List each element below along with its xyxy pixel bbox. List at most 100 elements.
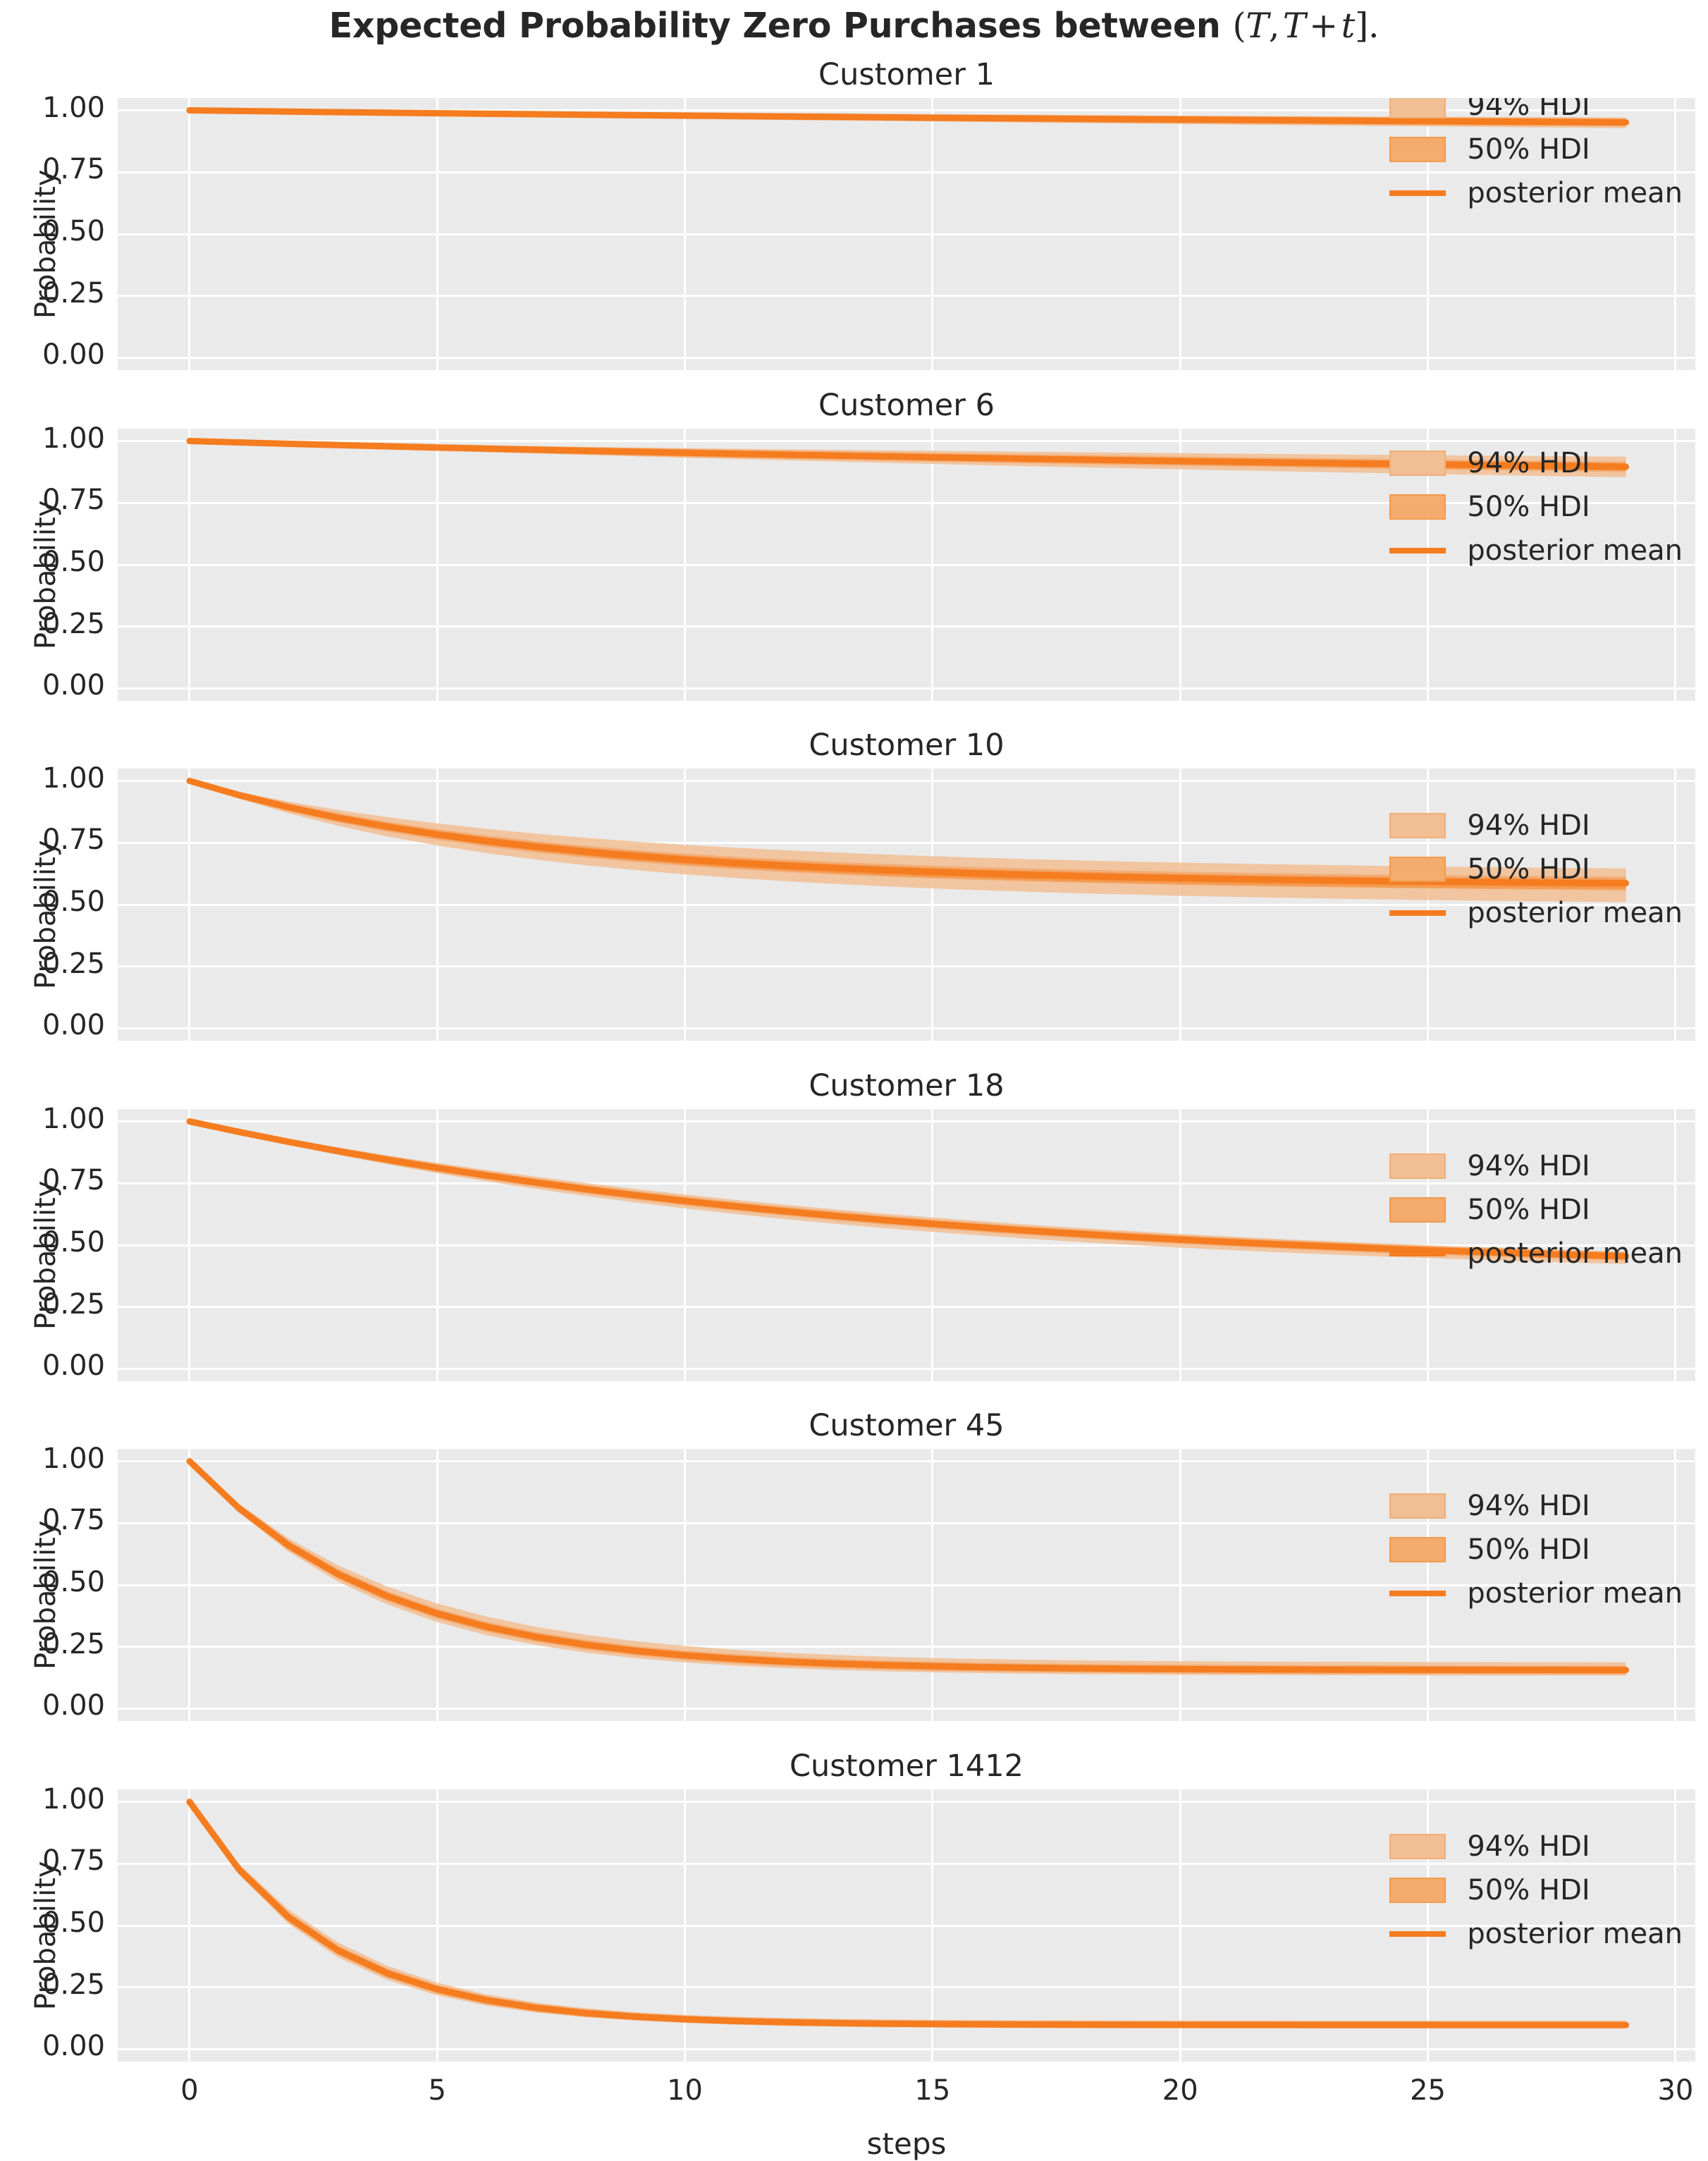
y-tick-label: 1.00	[42, 1102, 105, 1135]
legend-item[interactable]: posterior mean	[1388, 891, 1683, 935]
legend-swatch-hdi94	[1389, 813, 1446, 838]
posterior-curves	[186, 1118, 1630, 1264]
plot-area: 94% HDI 50% HDI posterior mean	[118, 769, 1695, 1041]
gridline-horizontal	[118, 1646, 1695, 1648]
plot-area: 94% HDI 50% HDI posterior mean	[118, 1449, 1695, 1721]
y-tick-label: 0.00	[42, 2030, 105, 2063]
legend-item[interactable]: posterior mean	[1388, 1232, 1683, 1275]
legend-key-patch	[1388, 98, 1447, 128]
y-axis-label: Probability	[30, 1180, 62, 1330]
y-axis-label: Probability	[30, 169, 62, 319]
legend-item[interactable]: 94% HDI	[1388, 1484, 1683, 1528]
gridline-horizontal	[118, 295, 1695, 298]
gridline-horizontal	[118, 1120, 1695, 1123]
legend-key-patch	[1388, 847, 1447, 891]
legend-item[interactable]: 94% HDI	[1388, 1144, 1683, 1188]
legend-key-patch	[1388, 1484, 1447, 1528]
y-tick-label: 1.00	[42, 1782, 105, 1816]
legend: 94% HDI 50% HDI posterior mean	[1388, 1484, 1683, 1615]
gridline-horizontal	[118, 1367, 1695, 1370]
legend-key-line	[1388, 529, 1447, 573]
legend-swatch-hdi50	[1389, 1878, 1446, 1903]
legend-swatch-hdi50	[1389, 494, 1446, 520]
legend-item[interactable]: 94% HDI	[1388, 1825, 1683, 1868]
posterior-mean-line	[186, 778, 1630, 887]
legend-label: 50% HDI	[1467, 1194, 1590, 1226]
gridline-horizontal	[118, 1244, 1695, 1247]
gridline-horizontal	[118, 501, 1695, 504]
y-tick-label: 0.25	[42, 947, 105, 980]
y-tick-label: 1.00	[42, 761, 105, 795]
gridline-horizontal	[118, 233, 1695, 235]
legend-label: 94% HDI	[1467, 1150, 1590, 1182]
gridline-horizontal	[118, 1460, 1695, 1463]
legend-item[interactable]: posterior mean	[1388, 1912, 1683, 1956]
posterior-curves	[186, 778, 1630, 902]
legend-item[interactable]: 50% HDI	[1388, 1188, 1683, 1232]
legend-swatch-hdi50	[1389, 857, 1446, 882]
y-tick-label: 0.25	[42, 276, 105, 310]
subplot-title: Customer 1	[818, 57, 995, 92]
x-tick-label: 5	[428, 2074, 446, 2107]
y-axis-label: Probability	[30, 500, 62, 649]
legend-item[interactable]: 50% HDI	[1388, 128, 1683, 171]
y-tick-label: 1.00	[42, 1442, 105, 1475]
plot-area: 94% HDI 50% HDI posterior mean	[118, 1789, 1695, 2062]
y-tick-label: 0.75	[42, 484, 105, 517]
legend-item[interactable]: posterior mean	[1388, 1572, 1683, 1615]
y-tick-label: 1.00	[42, 422, 105, 455]
legend-item[interactable]: 94% HDI	[1388, 804, 1683, 847]
legend-swatch-hdi94	[1389, 1153, 1446, 1179]
legend-item[interactable]: 50% HDI	[1388, 1868, 1683, 1912]
posterior-mean-line	[186, 107, 1630, 126]
legend-item[interactable]: 50% HDI	[1388, 1528, 1683, 1572]
legend-label: 50% HDI	[1467, 1874, 1590, 1906]
legend-label: posterior mean	[1467, 1918, 1683, 1950]
plot-area: 94% HDI 50% HDI posterior mean	[118, 98, 1695, 370]
legend-label: 94% HDI	[1467, 98, 1590, 122]
legend-label: 50% HDI	[1467, 1533, 1590, 1566]
suptitle-text: Expected Probability Zero Purchases betw…	[328, 6, 1233, 46]
legend-item[interactable]: 50% HDI	[1388, 847, 1683, 891]
legend-item[interactable]: posterior mean	[1388, 529, 1683, 573]
x-tick-label: 30	[1657, 2074, 1694, 2107]
y-tick-label: 0.25	[42, 1968, 105, 2001]
legend-swatch-line	[1389, 548, 1446, 553]
plot-area: 94% HDI 50% HDI posterior mean	[118, 1109, 1695, 1381]
legend-label: 50% HDI	[1467, 133, 1590, 166]
legend: 94% HDI 50% HDI posterior mean	[1388, 441, 1683, 573]
legend: 94% HDI 50% HDI posterior mean	[1388, 1144, 1683, 1275]
legend-item[interactable]: 94% HDI	[1388, 98, 1683, 128]
posterior-mean-line	[186, 1799, 1630, 2028]
legend-key-patch	[1388, 441, 1447, 485]
x-tick-label: 10	[667, 2074, 703, 2107]
legend-swatch-hdi94	[1389, 451, 1446, 476]
gridline-horizontal	[118, 1182, 1695, 1184]
legend-item[interactable]: 50% HDI	[1388, 485, 1683, 529]
posterior-curves	[186, 1799, 1630, 2029]
y-tick-label: 0.50	[42, 1566, 105, 1598]
y-tick-label: 0.50	[42, 1906, 105, 1939]
x-tick-label: 25	[1410, 2074, 1446, 2107]
gridline-horizontal	[118, 1924, 1695, 1927]
legend-item[interactable]: posterior mean	[1388, 171, 1683, 215]
legend-label: 50% HDI	[1467, 853, 1590, 886]
posterior-mean-line	[186, 438, 1630, 470]
gridline-horizontal	[118, 171, 1695, 173]
gridline-horizontal	[118, 1986, 1695, 1989]
legend-key-patch	[1388, 1825, 1447, 1868]
legend-label: posterior mean	[1467, 1577, 1683, 1610]
legend: 94% HDI 50% HDI posterior mean	[1388, 98, 1683, 215]
y-tick-label: 0.25	[42, 607, 105, 640]
legend-key-line	[1388, 1232, 1447, 1275]
legend-item[interactable]: 94% HDI	[1388, 441, 1683, 485]
gridline-horizontal	[118, 1862, 1695, 1865]
gridline-horizontal	[118, 903, 1695, 906]
gridline-horizontal	[118, 780, 1695, 783]
y-tick-label: 0.00	[42, 1349, 105, 1383]
gridline-horizontal	[118, 563, 1695, 566]
legend-label: posterior mean	[1467, 177, 1683, 209]
x-tick-label: 15	[914, 2074, 951, 2107]
legend-swatch-line	[1389, 1251, 1446, 1256]
